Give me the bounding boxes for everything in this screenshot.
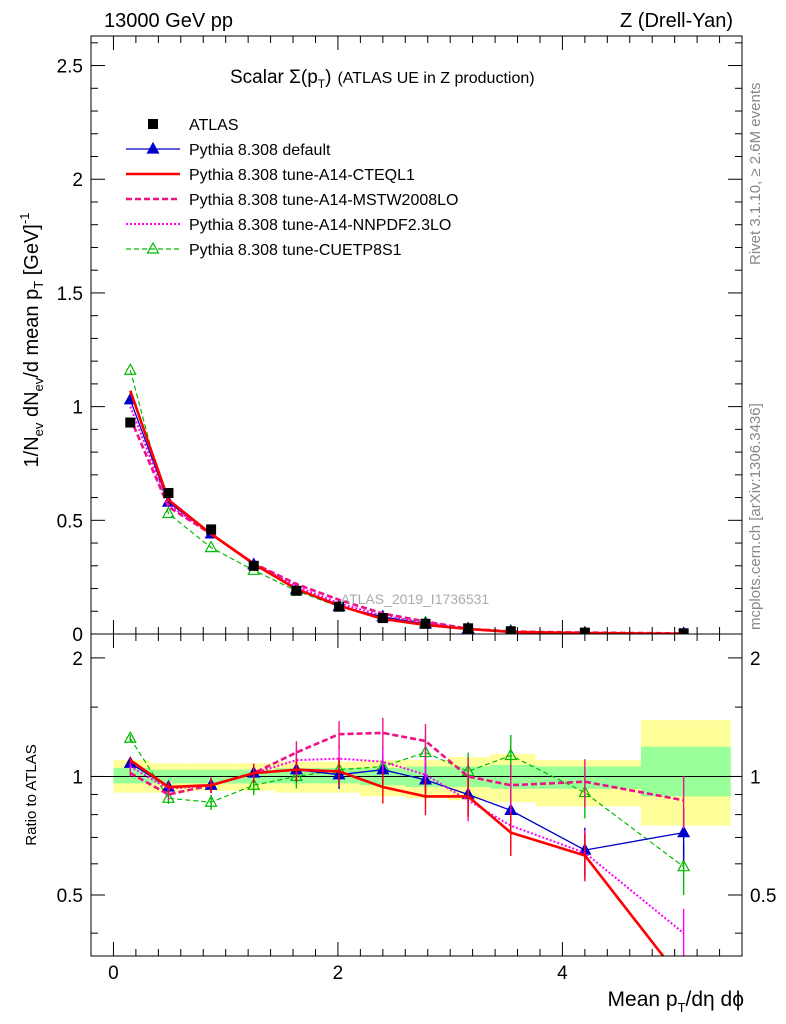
ratio-point-cuetp8s1-0: [123, 731, 137, 743]
y-tick-label: 1.5: [57, 284, 83, 305]
rivet-label: Rivet 3.1.10, ≥ 2.6M events: [747, 83, 764, 266]
watermark: ATLAS_2019_I1736531: [341, 591, 490, 607]
main-panel-marks: [123, 362, 689, 634]
x-tick-label: 4: [557, 963, 568, 984]
ratio-line-mstw: [129, 731, 684, 802]
point-atlas-7: [420, 618, 431, 629]
lower-series-group: [91, 717, 742, 956]
point-atlas-4: [291, 585, 302, 596]
ratio-panel-frame: [90, 633, 743, 957]
legend-label-mstw: Pythia 8.308 tune-A14-MSTW2008LO: [189, 192, 458, 209]
y-tick-label: 2.5: [57, 57, 83, 78]
point-atlas-5: [334, 601, 345, 612]
ratio-y-tick-label-left: 1: [72, 767, 83, 788]
main-panel-ticks: 0 0.5 1 1.5 2 2.5: [57, 36, 742, 646]
ratio-panel-marks: [91, 717, 742, 956]
point-atlas-3: [248, 560, 259, 571]
x-axis-label: Mean pT/dη dϕ: [608, 988, 744, 1015]
ratio-panel-ticks: 0.5 0.5 1 1 2 2 0 2 4: [57, 634, 776, 984]
ratio-point-default-11: [677, 825, 691, 838]
ratio-y-axis-label: Ratio to ATLAS: [23, 744, 40, 845]
header-right: Z (Drell-Yan): [620, 10, 733, 32]
legend: ATLAS Pythia 8.308 default Pythia 8.308 tu…: [126, 117, 458, 259]
point-atlas-8: [463, 623, 474, 634]
ratio-y-tick-label-right: 1: [750, 767, 761, 788]
point-atlas-2: [206, 524, 217, 535]
ratio-panel: 0.5 0.5 1 1 2 2 0 2 4 Ratio to ATLAS Mean pT/dη …: [23, 633, 776, 1015]
ratio-y-tick-label-left: 2: [72, 649, 83, 670]
series-line-cteql1: [129, 390, 684, 634]
point-cuetp8s1-1: [161, 506, 175, 519]
ratio-line-cuetp8s1: [129, 737, 684, 868]
legend-label-nnpdf: Pythia 8.308 tune-A14-NNPDF2.3LO: [189, 217, 451, 234]
uncertainty-band-green: [640, 746, 731, 797]
y-axis-label: 1/Nev dNev/d mean pT [GeV]-1: [17, 213, 46, 468]
y-tick-label: 0.5: [57, 511, 83, 532]
point-cuetp8s1-0: [123, 362, 137, 375]
y-tick-label: 0: [72, 625, 83, 646]
x-tick-label: 2: [333, 963, 344, 984]
header-left: 13000 GeV pp: [104, 10, 233, 32]
legend-marker-atlas: [148, 119, 158, 129]
point-atlas-9: [505, 626, 516, 634]
ratio-point-cuetp8s1-1: [161, 791, 175, 803]
uncertainty-band-green: [535, 766, 641, 789]
legend-marker-default: [146, 141, 160, 154]
ratio-line-cteql1: [129, 759, 665, 956]
x-tick-label: 0: [108, 963, 119, 984]
ratio-y-tick-label-left: 0.5: [57, 886, 83, 907]
legend-label-cuetp8s1: Pythia 8.308 tune-CUETP8S1: [189, 242, 402, 259]
point-atlas-11: [678, 628, 689, 634]
ratio-point-cuetp8s1-9: [504, 748, 518, 761]
upper-series-group: [123, 362, 689, 634]
ratio-point-cuetp8s1-11: [677, 859, 691, 872]
legend-label-cteql1: Pythia 8.308 tune-A14-CTEQL1: [189, 167, 415, 184]
ratio-point-cuetp8s1-2: [204, 795, 218, 807]
point-atlas-6: [377, 613, 388, 624]
main-panel: 0 0.5 1 1.5 2 2.5 Scalar Σ(pT) (ATLAS UE in Z …: [17, 35, 743, 646]
y-tick-label: 1: [72, 398, 83, 419]
legend-label-atlas: ATLAS: [189, 117, 239, 134]
ratio-y-tick-label-right: 0.5: [750, 886, 776, 907]
legend-label-default: Pythia 8.308 default: [189, 142, 331, 159]
ratio-point-cuetp8s1-3: [247, 777, 261, 790]
ratio-y-tick-label-right: 2: [750, 649, 761, 670]
legend-marker-cuetp8s1: [146, 241, 160, 254]
plot-title: Scalar Σ(pT) (ATLAS UE in Z production): [230, 67, 535, 91]
point-cuetp8s1-2: [204, 540, 218, 553]
y-tick-label: 2: [72, 170, 83, 191]
mcplots-label: mcplots.cern.ch [arXiv:1306.3436]: [747, 403, 764, 630]
point-atlas-0: [125, 417, 136, 428]
ratio-line-nnpdf: [129, 757, 685, 934]
point-atlas-1: [163, 488, 174, 499]
